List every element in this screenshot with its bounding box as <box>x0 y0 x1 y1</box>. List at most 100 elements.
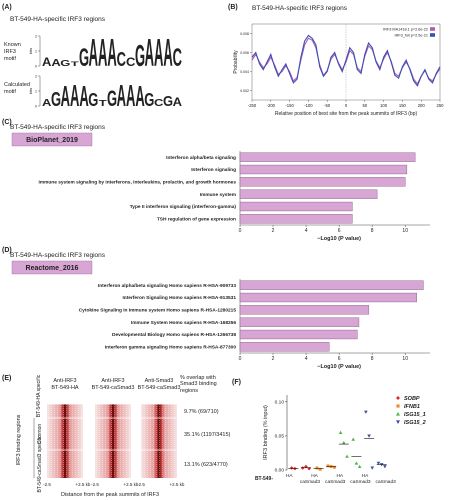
overlap-value: 35.1% (1197/3415) <box>184 432 231 438</box>
data-point <box>376 461 381 465</box>
x-tick-label: 4 <box>305 228 308 234</box>
logo-letter: G <box>107 85 117 111</box>
x-tick-label: 10 <box>402 356 408 362</box>
x-tick-label: HA <box>286 473 293 479</box>
x-tick-label: 250 <box>437 103 445 108</box>
x-axis-label: Distance from the peak summits of IRF3 <box>61 492 159 498</box>
category-label: Immune system signaling by interferons, … <box>38 180 236 186</box>
logo-letter: A <box>61 80 70 112</box>
bar <box>239 189 378 199</box>
y-tick-label: 0.00 <box>275 468 285 474</box>
bar <box>239 280 424 290</box>
logo-letter: A <box>42 97 52 108</box>
bar <box>239 164 408 175</box>
panel-label: (C) <box>2 119 12 126</box>
bar <box>239 292 417 303</box>
heatmap-texture <box>95 450 131 478</box>
x-tick-label: 50 <box>362 103 367 108</box>
chart-subtitle: BioPlanet_2019 <box>26 137 78 144</box>
y-tick-label: 0.05 <box>275 434 285 440</box>
logo-letter: G <box>60 59 70 68</box>
chart-title: BT-549-HA-specific IRF3 regions <box>10 252 106 259</box>
data-point <box>383 465 387 469</box>
category-label: Interferon Signaling Homo sapiens R-HSA-… <box>122 295 236 301</box>
x-tick-label: 10 <box>402 228 408 234</box>
bar <box>239 329 358 340</box>
legend-swatch <box>430 33 435 37</box>
bar <box>239 305 370 315</box>
x-tick-label: caSmad3 <box>300 479 321 485</box>
x-tick-label: HA <box>336 473 343 479</box>
panel-label: (F) <box>232 379 241 386</box>
bar <box>239 152 416 162</box>
subtitle-box <box>11 260 93 275</box>
category-label: Developmental Biology Homo sapiens R-HSA… <box>112 332 236 338</box>
panel-label: (D) <box>2 247 12 254</box>
y-tick-label: 0.002 <box>240 89 249 93</box>
logo-letter: A <box>145 32 154 75</box>
column-cell: BT-549-HA <box>51 385 79 391</box>
bar <box>239 201 353 212</box>
logo-letter: A <box>79 80 88 112</box>
motif-label: motif <box>4 56 16 62</box>
logo-letter: A <box>89 32 98 75</box>
logo-letter: C <box>154 97 164 108</box>
bar <box>239 214 353 224</box>
logo-letter: A <box>42 55 51 69</box>
overlap-value: 9.7% (69/710) <box>184 409 219 415</box>
chart-title: BT-549-HA-specific IRF3 regions <box>10 124 106 131</box>
overlap-value: 13.1% (623/4770) <box>184 462 228 468</box>
logo-letter: G <box>79 45 89 73</box>
data-point <box>370 466 375 470</box>
x-tick-label: 150 <box>399 103 407 108</box>
legend-marker <box>396 404 400 408</box>
legend-marker <box>396 412 400 416</box>
data-point <box>307 466 311 471</box>
heatmap-texture <box>141 450 177 478</box>
legend-marker <box>396 396 400 400</box>
x-tick-label: 200 <box>418 103 426 108</box>
motif-label: IRF3 <box>4 49 16 55</box>
row-label: BT-549-HA specific <box>36 374 42 417</box>
x-tick-label: 6 <box>338 228 341 234</box>
x-tick-label: 0 <box>239 356 242 362</box>
x-tick-label: 0 <box>239 228 242 234</box>
x-tick-label: 4 <box>305 356 308 362</box>
y-tick-label: 1 <box>35 50 37 54</box>
y-tick-label: 2 <box>35 75 37 79</box>
axis-label: bits <box>28 88 33 94</box>
data-point <box>367 434 371 438</box>
chart-title: BT-549-HA-specific IRF3 regions <box>252 5 348 12</box>
y-tick-label: 0 <box>35 105 37 109</box>
column-cell-box: BT-549-caSmad3 <box>91 385 135 391</box>
legend-label: SOBP <box>404 396 420 402</box>
logo-letter: G <box>88 91 98 111</box>
x-tick-label: 2 <box>272 356 275 362</box>
logo-letter: G <box>51 87 61 111</box>
data-point <box>315 466 319 470</box>
x-tick-label: -2.5 <box>137 482 145 487</box>
x-tick-label: -200 <box>267 103 276 108</box>
x-tick-label: 0 <box>345 103 348 108</box>
logo-letter: A <box>173 95 182 109</box>
data-point <box>289 466 294 470</box>
legend-label: ISG15_1 <box>404 412 426 418</box>
column-cell-box: BT-549-caSmad3 <box>138 385 181 391</box>
panel-title: BT-549-HA-specific IRF3 regions <box>10 16 106 23</box>
x-tick-label: +2.5 kb <box>170 482 185 487</box>
bar <box>239 342 330 352</box>
overlap-header-box: % overlap with Smad3 binding regions <box>180 375 217 394</box>
category-label: Type II interferon signaling (interferon… <box>130 204 237 210</box>
x-tick-label: -150 <box>285 103 294 108</box>
y-tick-label: 0.008 <box>240 32 249 36</box>
category-label: Interferon signaling <box>191 167 236 173</box>
data-point <box>351 437 356 441</box>
motif-label: motif <box>4 89 16 95</box>
logo-letter: A <box>135 80 144 112</box>
y-axis-label: IRF3 binding (% input) <box>263 405 269 460</box>
column-cell-box: BT-549-HA <box>51 385 79 391</box>
x-axis-label: −Log10 (P value) <box>317 364 361 370</box>
column-cell: BT-549-caSmad3 <box>91 385 135 391</box>
logo-letter: C <box>117 47 126 71</box>
